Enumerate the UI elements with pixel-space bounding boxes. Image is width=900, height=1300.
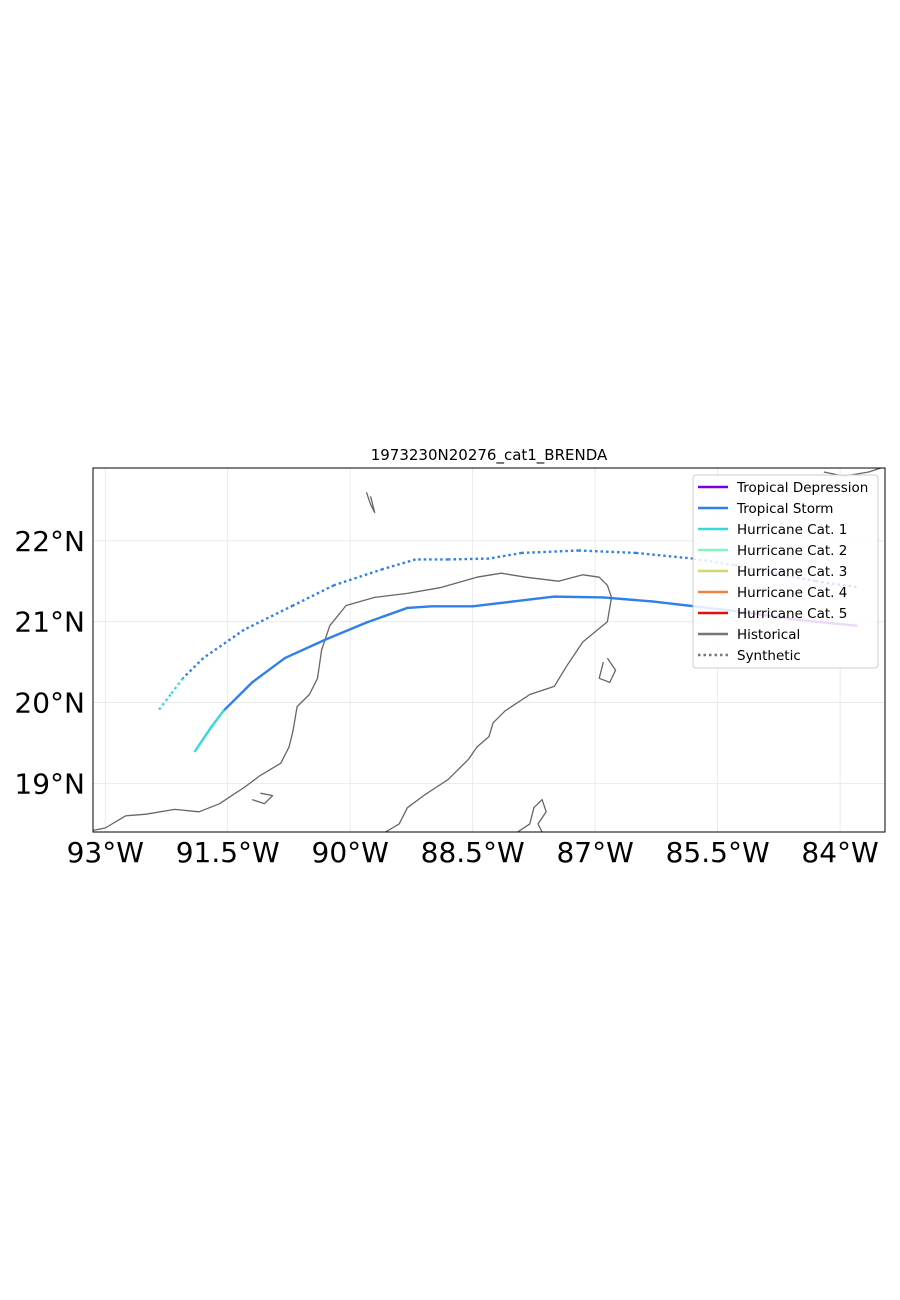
x-tick-label: 90°W [312, 836, 389, 869]
legend-label: Hurricane Cat. 1 [737, 522, 847, 538]
historical-track-segment [553, 595, 605, 599]
historical-track-segment [251, 656, 287, 684]
historical-track-segment [471, 600, 515, 608]
historical-track-segment [193, 737, 205, 753]
historical-track-segment [512, 595, 556, 603]
synthetic-track-segment [157, 693, 172, 712]
coastline [365, 492, 376, 514]
historical-track-segment [202, 725, 213, 741]
coastline [517, 798, 547, 832]
synthetic-track-segment [578, 549, 637, 555]
coastline [598, 657, 617, 684]
x-tick-label: 91.5°W [176, 836, 280, 869]
synthetic-track-segment [169, 677, 184, 696]
legend-box [692, 474, 879, 669]
coastline [823, 468, 882, 477]
synthetic-track-segment [635, 551, 694, 560]
x-tick-label: 88.5°W [421, 836, 525, 869]
coastline [251, 792, 274, 805]
synthetic-track-segment [521, 549, 579, 555]
y-tick-label: 20°N [14, 687, 85, 720]
y-tick-label: 22°N [14, 525, 85, 558]
historical-track-segment [324, 621, 368, 641]
x-tick-label: 84°W [801, 836, 878, 869]
x-tick-label: 85.5°W [666, 836, 770, 869]
historical-track-segment [210, 709, 225, 729]
historical-track-segment [283, 638, 327, 660]
legend: Tropical Depression Tropical Storm Hurrica… [692, 474, 879, 669]
synthetic-track-segment [243, 604, 294, 631]
legend-label: Tropical Depression [736, 480, 868, 496]
historical-track-segment [602, 596, 654, 603]
map-frame [92, 467, 886, 833]
map-title: 1973230N20276_cat1_BRENDA [371, 446, 608, 465]
y-tick-label: 21°N [14, 606, 85, 639]
synthetic-track-segment [292, 584, 335, 607]
x-tick-label: 87°W [556, 836, 633, 869]
legend-label: Hurricane Cat. 3 [737, 564, 847, 580]
legend-label: Hurricane Cat. 5 [737, 606, 847, 622]
x-tick-label: 93°W [67, 836, 144, 869]
historical-track-segment [222, 681, 254, 712]
legend-label: Historical [737, 627, 800, 643]
synthetic-track-segment [181, 657, 205, 680]
historical-track-segment [406, 605, 434, 610]
y-tick-label: 19°N [14, 767, 85, 800]
synthetic-track-segment [488, 551, 522, 560]
coastline [93, 572, 613, 832]
coastlines [93, 468, 882, 832]
synthetic-track-segment [382, 558, 416, 571]
historical-track-segment [365, 606, 409, 624]
legend-label: Hurricane Cat. 2 [737, 543, 847, 559]
synthetic-track-segment [448, 557, 490, 561]
axis-ticks: 93°W 91.5°W 90°W 88.5°W 87°W 85.5°W 84°W 19°N 20… [14, 525, 878, 869]
legend-label: Tropical Storm [736, 501, 833, 517]
legend-label: Synthetic [737, 648, 801, 664]
legend-label: Hurricane Cat. 4 [737, 585, 847, 601]
